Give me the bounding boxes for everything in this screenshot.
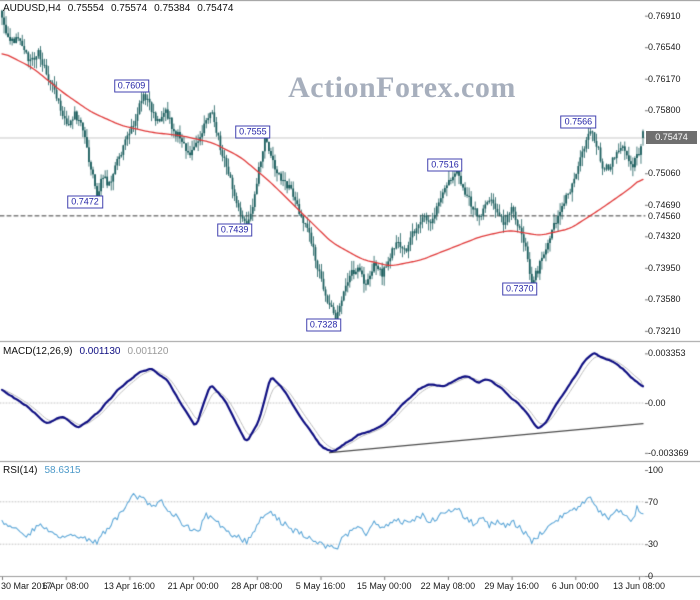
rsi-value: 58.6315 (44, 465, 81, 476)
rsi-title: RSI(14) (3, 465, 38, 476)
symbol-timeframe: AUDUSD,H4 (3, 3, 61, 14)
ohlc-low: 0.75384 (154, 3, 191, 14)
macd-header: MACD(12,26,9) 0.001130 0.001120 (3, 346, 175, 357)
ohlc-open: 0.75554 (67, 3, 104, 14)
current-price-tag: 0.75474 (646, 131, 697, 145)
macd-main-value: 0.001130 (79, 346, 121, 357)
rsi-header: RSI(14) 58.6315 (3, 465, 88, 476)
ohlc-high: 0.75574 (110, 3, 148, 14)
ohlc-close: 0.75474 (197, 3, 234, 14)
symbol-header: AUDUSD,H4 0.75554 0.75574 0.75384 0.75474 (3, 3, 240, 14)
macd-signal-value: 0.001120 (127, 346, 169, 357)
macd-title: MACD(12,26,9) (3, 346, 73, 357)
